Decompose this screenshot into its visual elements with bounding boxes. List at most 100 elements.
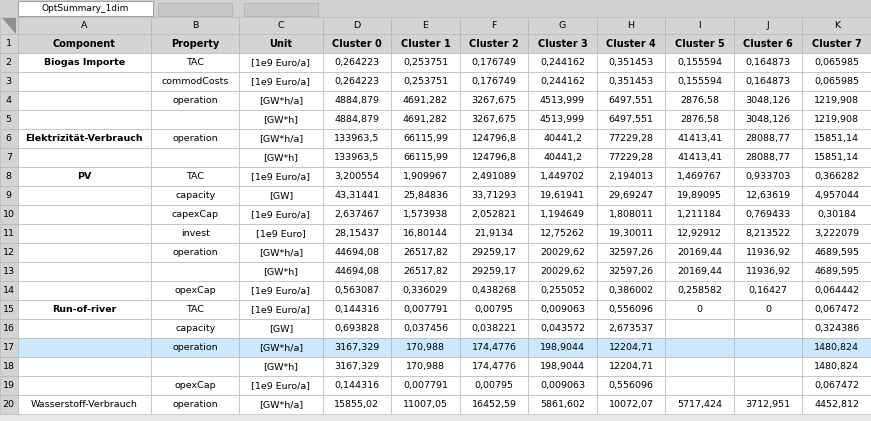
Bar <box>391 187 460 205</box>
Bar <box>597 35 665 53</box>
Text: operation: operation <box>172 96 218 106</box>
Text: I: I <box>699 21 701 30</box>
Text: B: B <box>192 21 199 30</box>
Bar <box>734 205 802 224</box>
Bar <box>152 53 239 72</box>
Text: 0,144316: 0,144316 <box>334 305 380 314</box>
Text: 0,253751: 0,253751 <box>403 59 448 67</box>
Bar <box>460 91 529 110</box>
Bar <box>391 130 460 149</box>
Text: 66115,99: 66115,99 <box>403 153 448 163</box>
Bar <box>391 110 460 130</box>
Text: 0,00795: 0,00795 <box>475 381 514 390</box>
Text: 13: 13 <box>3 267 15 277</box>
Bar <box>665 320 734 338</box>
Bar <box>802 376 871 395</box>
Text: 0,556096: 0,556096 <box>609 305 653 314</box>
Bar <box>0 301 17 320</box>
Text: 3267,675: 3267,675 <box>471 96 517 106</box>
Bar <box>734 338 802 357</box>
Bar <box>802 205 871 224</box>
Text: 29259,17: 29259,17 <box>471 248 517 257</box>
Text: 11936,92: 11936,92 <box>746 248 791 257</box>
Text: 198,9044: 198,9044 <box>540 344 585 352</box>
Bar <box>152 17 239 35</box>
Text: 1: 1 <box>6 40 11 48</box>
Text: 133963,5: 133963,5 <box>334 134 380 144</box>
Bar <box>460 320 529 338</box>
Bar <box>529 72 597 91</box>
Text: OptSummary_1dim: OptSummary_1dim <box>41 4 129 13</box>
Text: 3: 3 <box>6 77 12 86</box>
Bar <box>322 376 391 395</box>
Text: 11936,92: 11936,92 <box>746 267 791 277</box>
Bar <box>529 110 597 130</box>
Text: 170,988: 170,988 <box>406 362 445 371</box>
Text: 4452,812: 4452,812 <box>814 400 859 409</box>
Bar <box>460 281 529 301</box>
Text: TAC: TAC <box>186 305 204 314</box>
Bar <box>734 395 802 414</box>
Text: 0,007791: 0,007791 <box>403 381 448 390</box>
Text: 2,194013: 2,194013 <box>609 173 653 181</box>
Bar <box>597 243 665 262</box>
Text: 0,336029: 0,336029 <box>402 286 448 296</box>
Bar <box>391 91 460 110</box>
Bar <box>391 376 460 395</box>
Bar <box>802 168 871 187</box>
Text: 4691,282: 4691,282 <box>403 96 448 106</box>
Text: 40441,2: 40441,2 <box>543 134 582 144</box>
Bar <box>391 281 460 301</box>
Bar <box>322 395 391 414</box>
Text: 4513,999: 4513,999 <box>540 115 585 125</box>
Bar <box>17 281 152 301</box>
Bar <box>460 205 529 224</box>
Bar <box>239 357 322 376</box>
Polygon shape <box>2 18 16 34</box>
Text: 21,9134: 21,9134 <box>475 229 514 238</box>
Text: 41413,41: 41413,41 <box>677 153 722 163</box>
Text: 4: 4 <box>6 96 11 106</box>
Bar <box>17 395 152 414</box>
Bar <box>239 110 322 130</box>
Text: 0,065985: 0,065985 <box>814 77 859 86</box>
Bar <box>0 35 17 53</box>
Bar <box>239 376 322 395</box>
Text: 0,00795: 0,00795 <box>475 305 514 314</box>
Text: 28,15437: 28,15437 <box>334 229 380 238</box>
Text: 2,637467: 2,637467 <box>334 210 380 219</box>
Bar <box>802 187 871 205</box>
Bar <box>17 168 152 187</box>
Bar <box>239 281 322 301</box>
Bar <box>734 35 802 53</box>
Bar <box>460 395 529 414</box>
Bar <box>391 53 460 72</box>
Bar <box>802 281 871 301</box>
Bar <box>665 357 734 376</box>
Text: 8,213522: 8,213522 <box>746 229 791 238</box>
Text: 28088,77: 28088,77 <box>746 153 791 163</box>
Bar <box>802 357 871 376</box>
Bar <box>17 110 152 130</box>
Bar <box>17 72 152 91</box>
Text: 0,693828: 0,693828 <box>334 325 380 333</box>
Bar <box>17 301 152 320</box>
Text: 124796,8: 124796,8 <box>471 153 517 163</box>
Bar <box>322 224 391 243</box>
Bar <box>460 301 529 320</box>
Text: 198,9044: 198,9044 <box>540 362 585 371</box>
Text: Property: Property <box>171 39 219 49</box>
Bar <box>0 149 17 168</box>
Bar <box>322 149 391 168</box>
Bar <box>529 338 597 357</box>
Bar <box>597 110 665 130</box>
Text: 0,563087: 0,563087 <box>334 286 380 296</box>
Text: 1219,908: 1219,908 <box>814 115 859 125</box>
Text: 66115,99: 66115,99 <box>403 134 448 144</box>
Text: 41413,41: 41413,41 <box>677 134 722 144</box>
Bar <box>239 301 322 320</box>
Text: 0,155594: 0,155594 <box>677 77 722 86</box>
Bar <box>391 149 460 168</box>
Bar <box>322 110 391 130</box>
Bar <box>529 301 597 320</box>
